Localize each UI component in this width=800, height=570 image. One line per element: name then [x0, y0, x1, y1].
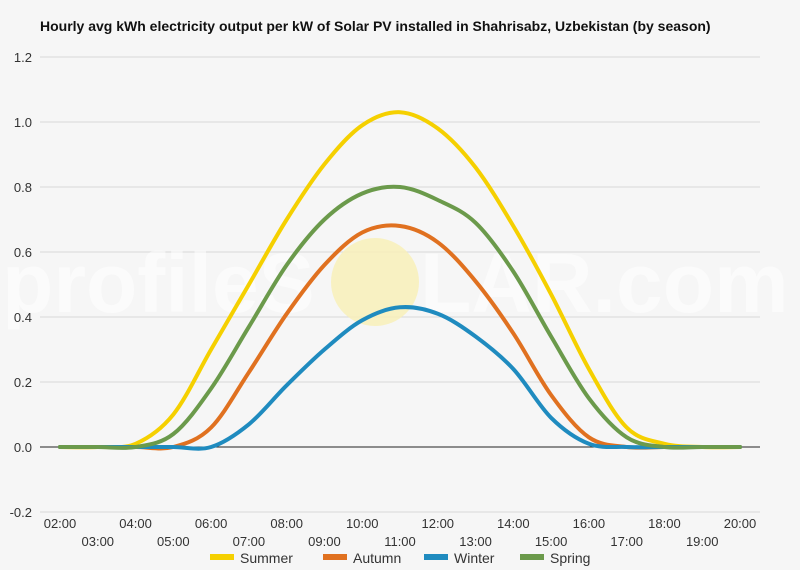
legend-swatch-winter: [424, 554, 448, 560]
x-tick-label: 09:00: [308, 534, 341, 549]
x-tick-label: 10:00: [346, 516, 379, 531]
legend-swatch-autumn: [323, 554, 347, 560]
x-tick-label: 17:00: [610, 534, 643, 549]
x-tick-label: 20:00: [724, 516, 757, 531]
series-line-spring: [58, 184, 742, 450]
x-tick-label: 04:00: [119, 516, 152, 531]
legend-swatch-summer: [210, 554, 234, 560]
x-tick-label: 18:00: [648, 516, 681, 531]
series-line-summer: [58, 110, 742, 450]
series-lines: [58, 110, 742, 451]
legend-swatch-spring: [520, 554, 544, 560]
x-tick-label: 08:00: [270, 516, 303, 531]
x-tick-label: 02:00: [44, 516, 77, 531]
watermark-text-left: profileS: [2, 236, 315, 330]
y-tick-label: 0.8: [14, 180, 32, 195]
y-tick-label: 0.6: [14, 245, 32, 260]
legend-label-spring: Spring: [550, 550, 590, 566]
x-tick-label: 11:00: [384, 534, 416, 549]
legend-label-winter: Winter: [454, 550, 495, 566]
x-tick-labels: 02:00 03:00 04:00 05:00 06:00 07:00 08:00 09:00…: [44, 516, 757, 549]
series-line-winter: [58, 305, 742, 451]
legend-label-autumn: Autumn: [353, 550, 401, 566]
y-tick-label: 0.2: [14, 375, 32, 390]
x-tick-label: 06:00: [195, 516, 228, 531]
y-tick-labels: 1.2 1.0 0.8 0.6 0.4 0.2 0.0 -0.2: [10, 50, 32, 520]
x-tick-label: 07:00: [233, 534, 266, 549]
legend: Summer Autumn Winter Spring: [210, 550, 590, 566]
watermark-sun-icon: [331, 238, 419, 326]
y-tick-label: 0.0: [14, 440, 32, 455]
y-tick-label: -0.2: [10, 505, 32, 520]
y-tick-label: 0.4: [14, 310, 32, 325]
chart-title: Hourly avg kWh electricity output per kW…: [40, 18, 711, 34]
legend-label-summer: Summer: [240, 550, 293, 566]
watermark-text-right: LAR.com: [420, 236, 789, 330]
y-tick-label: 1.0: [14, 115, 32, 130]
x-tick-label: 12:00: [422, 516, 455, 531]
x-tick-label: 14:00: [497, 516, 530, 531]
x-tick-label: 19:00: [686, 534, 719, 549]
watermark: profileS LAR.com: [2, 236, 789, 330]
x-tick-label: 15:00: [535, 534, 568, 549]
x-tick-label: 05:00: [157, 534, 190, 549]
y-tick-label: 1.2: [14, 50, 32, 65]
x-tick-label: 03:00: [82, 534, 115, 549]
x-tick-label: 16:00: [573, 516, 606, 531]
x-tick-label: 13:00: [459, 534, 492, 549]
